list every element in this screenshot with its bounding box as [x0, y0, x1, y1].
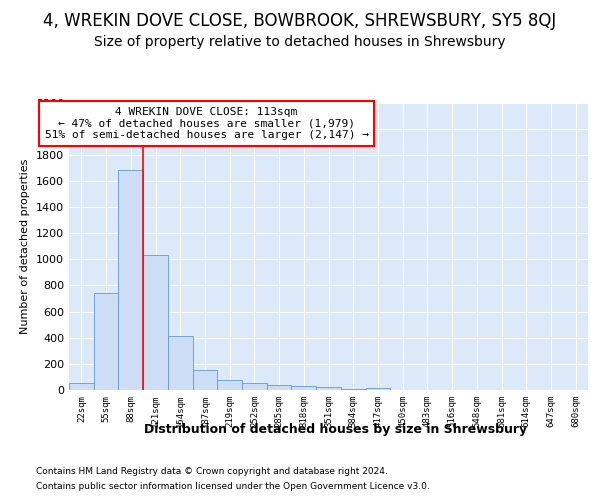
Text: Contains HM Land Registry data © Crown copyright and database right 2024.: Contains HM Land Registry data © Crown c…: [36, 467, 388, 476]
Bar: [242, 384, 267, 390]
Bar: [94, 292, 118, 390]
Text: 4 WREKIN DOVE CLOSE: 113sqm
← 47% of detached houses are smaller (1,979)
51% of : 4 WREKIN DOVE CLOSE: 113sqm ← 47% of det…: [44, 107, 368, 140]
Text: 4, WREKIN DOVE CLOSE, BOWBROOK, SHREWSBURY, SY5 8QJ: 4, WREKIN DOVE CLOSE, BOWBROOK, SHREWSBU…: [43, 12, 557, 30]
Bar: [118, 170, 143, 390]
Bar: [316, 388, 341, 390]
Bar: [217, 380, 242, 390]
Bar: [292, 386, 316, 390]
Bar: [365, 388, 390, 390]
Text: Contains public sector information licensed under the Open Government Licence v3: Contains public sector information licen…: [36, 482, 430, 491]
Bar: [193, 370, 217, 390]
Bar: [341, 389, 365, 390]
Bar: [69, 383, 94, 390]
Text: Distribution of detached houses by size in Shrewsbury: Distribution of detached houses by size …: [145, 422, 527, 436]
Bar: [267, 385, 292, 390]
Bar: [168, 336, 193, 390]
Bar: [143, 254, 168, 390]
Text: Size of property relative to detached houses in Shrewsbury: Size of property relative to detached ho…: [94, 35, 506, 49]
Y-axis label: Number of detached properties: Number of detached properties: [20, 158, 31, 334]
